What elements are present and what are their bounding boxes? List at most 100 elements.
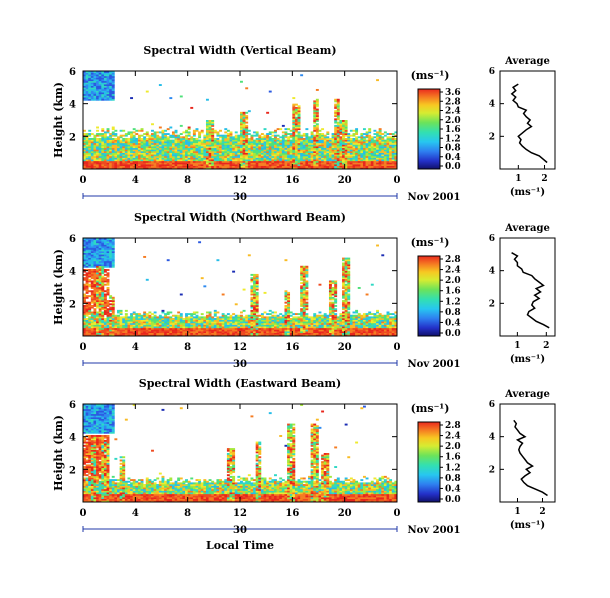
heatmap-cell xyxy=(344,131,348,134)
heatmap-cell xyxy=(292,137,296,140)
heatmap-cell xyxy=(85,95,89,98)
heatmap-cell xyxy=(224,334,228,337)
heatmap-cell xyxy=(111,247,115,250)
heatmap-cell xyxy=(85,84,89,86)
heatmap-cell xyxy=(111,95,115,98)
heatmap-cell xyxy=(365,147,369,150)
heatmap-cell xyxy=(339,137,343,140)
heatmap-cell xyxy=(308,318,311,320)
heatmap-cell xyxy=(174,152,178,155)
heatmap-cell xyxy=(111,301,115,304)
heatmap-cell xyxy=(260,322,264,325)
heatmap-cell xyxy=(124,334,128,337)
heatmap-cell xyxy=(151,144,154,147)
heatmap-cell xyxy=(192,147,196,150)
heatmap-cell xyxy=(315,319,319,322)
heatmap-cell xyxy=(250,278,254,281)
heatmap-cell xyxy=(234,167,238,170)
heatmap-cell xyxy=(140,334,144,337)
heatmap-cell xyxy=(109,71,113,73)
heatmap-cell xyxy=(96,147,99,150)
heatmap-cell xyxy=(292,116,296,119)
heatmap-cell xyxy=(119,167,123,170)
heatmap-cell xyxy=(281,131,285,134)
heatmap-cell xyxy=(83,327,86,330)
heatmap-cell xyxy=(305,270,309,273)
heatmap-cell xyxy=(292,144,296,147)
heatmap-cell xyxy=(90,264,94,267)
heatmap-cell xyxy=(111,252,115,255)
heatmap-cell xyxy=(192,151,196,153)
heatmap-cell xyxy=(153,151,157,153)
heatmap-cell xyxy=(250,309,254,312)
heatmap-cell xyxy=(255,304,259,307)
heatmap-cell xyxy=(245,162,249,165)
heatmap-cell xyxy=(321,154,325,157)
heatmap-cell xyxy=(192,160,196,163)
heatmap-cell xyxy=(355,164,359,167)
heatmap-cell xyxy=(284,308,288,311)
heatmap-cell xyxy=(287,322,291,325)
heatmap-cell xyxy=(279,331,283,334)
heatmap-cell xyxy=(232,316,236,319)
heatmap-cell xyxy=(148,311,152,314)
heatmap-cell xyxy=(103,329,107,332)
heatmap-cell xyxy=(156,157,160,160)
heatmap-cell xyxy=(386,147,390,150)
heatmap-cell xyxy=(211,164,215,167)
heatmap-cell xyxy=(164,329,168,332)
heatmap-cell xyxy=(315,120,319,122)
heatmap-cell xyxy=(362,157,366,160)
heatmap-cell xyxy=(219,157,222,160)
heatmap-cell xyxy=(266,332,270,335)
heatmap-cell xyxy=(114,133,118,135)
heatmap-cell xyxy=(96,80,99,83)
heatmap-cell xyxy=(98,254,102,257)
heatmap-cell xyxy=(255,288,259,291)
heatmap-cell xyxy=(174,144,178,147)
heatmap-cell xyxy=(177,139,181,142)
heatmap-cell xyxy=(137,167,141,170)
heatmap-cell xyxy=(336,136,340,139)
heatmap-cell xyxy=(302,332,306,335)
heatmap-cell xyxy=(368,147,372,150)
heatmap-cell xyxy=(187,131,191,134)
heatmap-cell xyxy=(221,136,225,139)
heatmap-cell xyxy=(292,165,296,168)
heatmap-cell xyxy=(171,318,175,320)
heatmap-cell xyxy=(255,327,259,330)
heatmap-cell xyxy=(255,144,259,147)
heatmap-cell xyxy=(135,331,139,334)
heatmap-cell xyxy=(328,151,332,153)
heatmap-cell xyxy=(179,124,183,127)
heatmap-cell xyxy=(336,100,340,103)
heatmap-cell xyxy=(349,164,353,167)
heatmap-cell xyxy=(342,164,345,167)
heatmap-cell xyxy=(394,141,398,144)
heatmap-cell xyxy=(352,157,356,160)
heatmap-cell xyxy=(281,136,285,139)
heatmap-cell xyxy=(378,164,382,167)
heatmap-cell xyxy=(177,326,181,329)
heatmap-cell xyxy=(253,275,256,278)
heatmap-cell xyxy=(198,159,202,162)
heatmap-cell xyxy=(127,326,131,329)
heatmap-cell xyxy=(284,162,288,165)
heatmap-cell xyxy=(328,144,332,147)
heatmap-cell xyxy=(234,322,238,325)
heatmap-cell xyxy=(96,79,99,82)
heatmap-cell xyxy=(156,159,160,162)
heatmap-cell xyxy=(297,136,301,139)
heatmap-cell xyxy=(342,136,345,139)
heatmap-cell xyxy=(302,272,306,275)
heatmap-cell xyxy=(287,326,291,329)
heatmap-cell xyxy=(103,238,107,240)
heatmap-cell xyxy=(101,160,105,163)
heatmap-cell xyxy=(253,329,256,332)
heatmap-cell xyxy=(85,162,89,165)
heatmap-cell xyxy=(339,167,343,170)
heatmap-cell xyxy=(232,152,236,155)
heatmap-cell xyxy=(258,157,262,160)
heatmap-cell xyxy=(378,167,382,170)
heatmap-cell xyxy=(158,155,162,158)
